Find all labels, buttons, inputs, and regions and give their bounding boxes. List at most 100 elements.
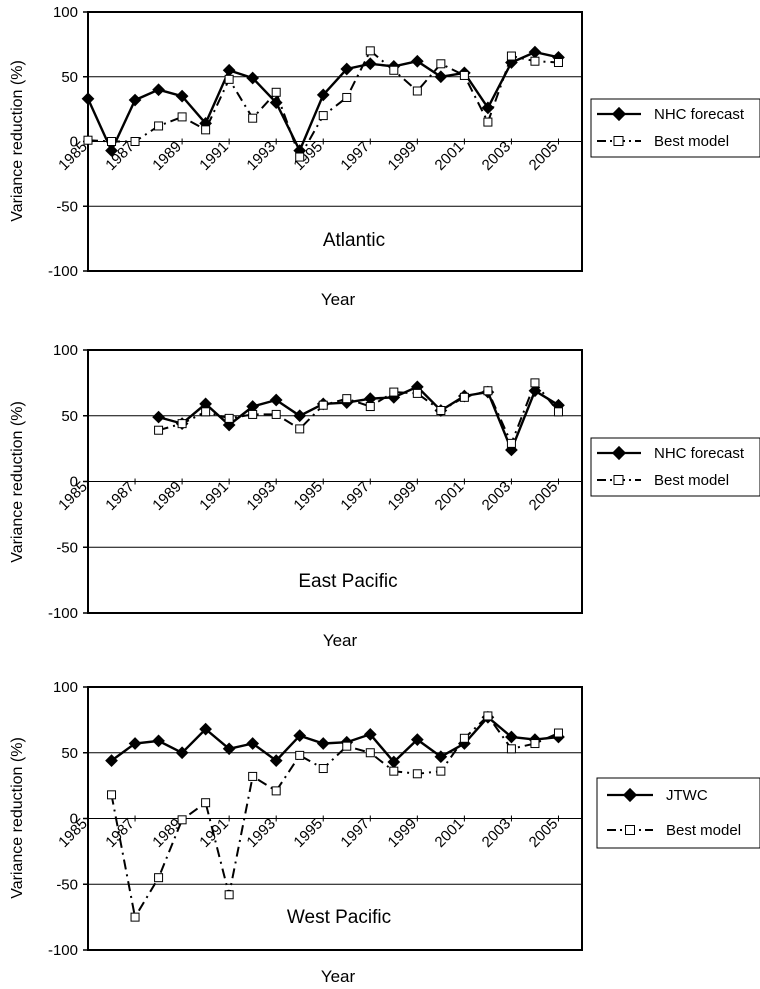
data-point-series-2 [507,439,515,447]
x-tick-label: 1999 [385,815,421,851]
data-point-series-1 [129,94,142,107]
data-point-series-1 [152,411,165,424]
data-point-series-2 [554,59,562,67]
x-tick-label: 2003 [479,815,515,851]
data-point-series-2 [225,75,233,83]
data-point-series-2 [390,66,398,74]
data-point-series-2 [178,113,186,121]
y-tick-label: -50 [56,539,78,556]
x-axis-label: Year [323,631,358,650]
legend-label-series-2: Best model [666,822,741,839]
data-point-series-2 [343,395,351,403]
data-point-series-2 [484,118,492,126]
x-tick-label: 1989 [149,138,185,174]
legend-marker-series-2 [614,137,623,146]
data-point-series-2 [225,891,233,899]
data-point-series-2 [437,60,445,68]
legend-label-series-1: NHC forecast [654,106,745,123]
data-point-series-1 [434,70,447,83]
y-tick-label: 100 [53,679,78,696]
data-point-series-2 [249,114,257,122]
legend: NHC forecast Best model [591,438,760,496]
x-tick-label: 2003 [479,478,515,514]
x-axis-label: Year [321,290,356,309]
data-point-series-2 [155,122,163,130]
data-point-series-2 [296,425,304,433]
data-point-series-2 [437,767,445,775]
data-point-series-2 [84,136,92,144]
data-point-series-2 [108,138,116,146]
series-line-2 [159,383,559,444]
data-point-series-2 [413,770,421,778]
x-tick-label: 2005 [526,478,562,514]
data-point-series-2 [507,745,515,753]
data-point-series-2 [343,742,351,750]
data-point-series-2 [484,712,492,720]
data-point-series-2 [249,410,257,418]
x-tick-label: 1999 [385,478,421,514]
y-tick-label: -50 [56,198,78,215]
data-point-series-2 [484,387,492,395]
panel-title: East Pacific [298,571,397,592]
y-tick-label: 100 [53,4,78,21]
data-point-series-2 [319,401,327,409]
x-tick-label: 1995 [290,478,326,514]
x-tick-label: 2001 [432,815,468,851]
data-point-series-2 [531,740,539,748]
data-point-series-2 [272,787,280,795]
x-tick-label: 1993 [243,815,279,851]
data-point-series-2 [413,87,421,95]
data-point-series-2 [531,57,539,65]
x-tick-label: 1991 [196,138,232,174]
y-tick-label: 50 [61,745,78,762]
y-tick-label: 50 [61,69,78,86]
data-point-series-2 [202,799,210,807]
data-point-series-2 [296,153,304,161]
data-point-series-2 [460,734,468,742]
data-point-series-2 [460,71,468,79]
x-tick-label: 1995 [290,815,326,851]
data-point-series-2 [178,420,186,428]
x-tick-label: 2001 [432,138,468,174]
data-point-series-2 [390,767,398,775]
legend-label-series-2: Best model [654,133,729,150]
data-point-series-2 [531,379,539,387]
x-tick-label: 1987 [102,478,138,514]
series-line-1 [159,387,559,450]
data-point-series-2 [178,816,186,824]
panel-title: West Pacific [287,907,391,928]
legend-label-series-1: JTWC [666,787,708,804]
data-point-series-2 [507,52,515,60]
x-tick-label: 2001 [432,478,468,514]
y-tick-label: -100 [48,942,78,959]
y-tick-label: -50 [56,876,78,893]
data-point-series-1 [293,409,306,422]
x-tick-label: 2005 [526,815,562,851]
x-tick-label: 2003 [479,138,515,174]
series-line-1 [88,52,559,151]
east-pacific-panel: Variance reduction (%) East Pacific Year… [9,342,760,650]
data-point-series-2 [366,47,374,55]
y-axis-label: Variance reduction (%) [9,60,26,222]
y-tick-label: -100 [48,605,78,622]
data-point-series-2 [554,729,562,737]
data-point-series-2 [296,751,304,759]
west-pacific-panel: Variance reduction (%) West Pacific Year… [9,679,760,986]
data-point-series-1 [482,101,495,114]
legend: JTWC Best model [597,778,760,848]
y-axis-label: Variance reduction (%) [9,401,26,563]
data-point-series-1 [82,92,95,105]
atlantic-panel: Variance reduction (%) Atlantic Year NHC… [9,4,760,309]
x-tick-label: 2005 [526,138,562,174]
x-tick-label: 1997 [337,138,373,174]
data-point-series-1 [223,64,236,77]
panel-title: Atlantic [323,230,385,251]
data-point-series-2 [319,765,327,773]
y-tick-label: 50 [61,408,78,425]
legend: NHC forecast Best model [591,99,760,157]
data-point-series-2 [155,426,163,434]
data-point-series-2 [437,406,445,414]
x-tick-label: 1993 [243,478,279,514]
data-point-series-1 [364,57,377,70]
